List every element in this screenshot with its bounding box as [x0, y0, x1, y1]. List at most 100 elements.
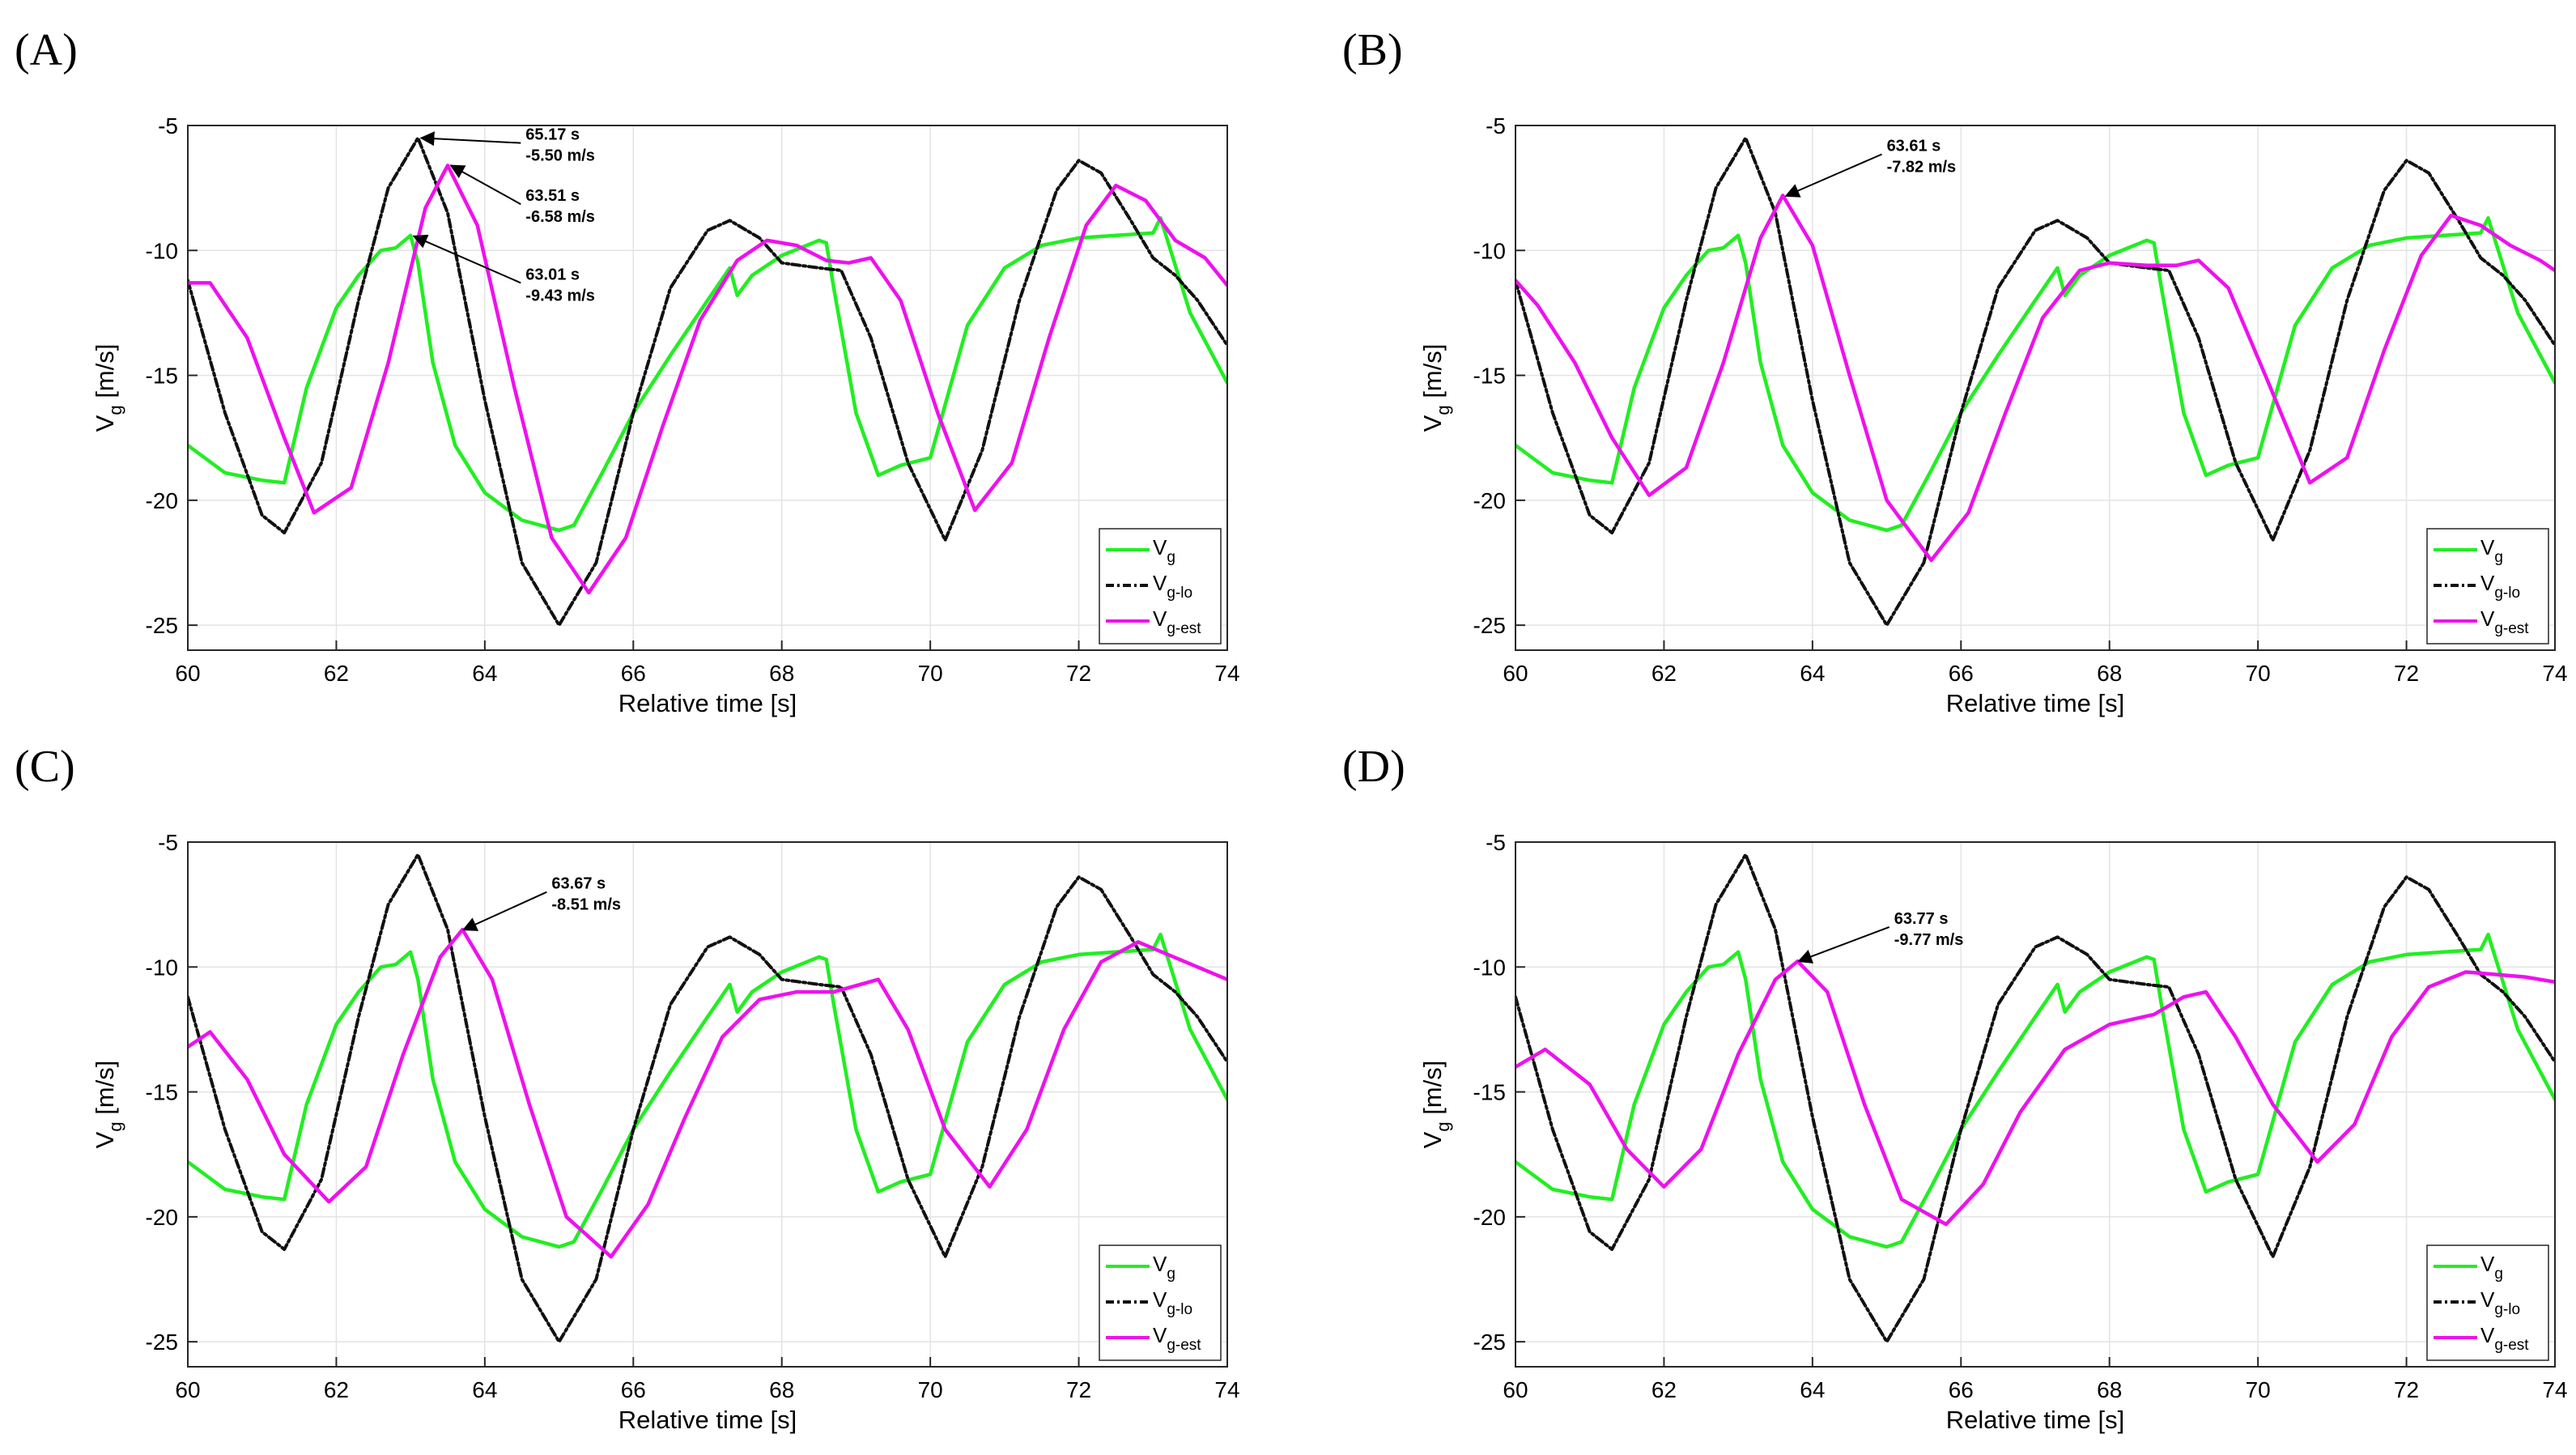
x-tick-label: 64: [472, 1377, 497, 1402]
annotation-time: 63.51 s: [525, 187, 580, 205]
y-tick-label: -20: [146, 1205, 178, 1230]
y-tick-label: -10: [146, 955, 178, 980]
chart-panel-4: (D) 60 62 64 66 68 70 72 74 -5 -10 -15 -20 -25 Relativ…: [1342, 742, 2568, 1434]
axes-box: [187, 841, 1228, 1368]
y-tick-label: -25: [1473, 613, 1506, 638]
y-tick-label: -15: [146, 364, 178, 389]
y-axis-title: Vg [m/s]: [1418, 1061, 1453, 1149]
y-tick-label: -5: [1486, 830, 1506, 855]
y-axis-title: Vg [m/s]: [91, 344, 125, 432]
x-tick-label: 70: [2246, 661, 2271, 686]
plot-area: [188, 126, 1227, 650]
y-tick-label: -15: [146, 1080, 178, 1105]
plot-area: [188, 842, 1227, 1367]
legend-label-1: Vg: [2480, 535, 2503, 566]
x-tick-label: 62: [324, 1377, 349, 1402]
panel-label: (D): [1342, 742, 1405, 792]
y-tick-label: -10: [1473, 238, 1506, 263]
series-line-3: [188, 164, 1227, 595]
x-tick-label: 68: [769, 1377, 794, 1402]
annotation-value: -9.77 m/s: [1894, 931, 1964, 949]
annotation-arrow: [1797, 925, 1890, 964]
x-tick-label: 72: [2394, 661, 2419, 686]
legend-label-1: Vg: [1153, 1252, 1175, 1283]
legend-label-1: Vg: [2480, 1252, 2503, 1283]
legend-label-2: Vg-lo: [2480, 571, 2520, 602]
legend-label-2: Vg-lo: [1153, 571, 1192, 602]
legend-label-3: Vg-est: [1153, 606, 1201, 637]
plot-area: [1515, 126, 2555, 650]
x-tick-label: 68: [2097, 1377, 2122, 1402]
x-tick-label: 66: [621, 661, 646, 686]
x-tick-label: 60: [175, 1377, 200, 1402]
y-tick-label: -20: [1473, 488, 1506, 513]
x-tick-label: 70: [918, 1377, 943, 1402]
annotation-time: 63.67 s: [551, 875, 606, 893]
annotation-value: -9.43 m/s: [525, 287, 595, 304]
series-line-3: [188, 927, 1227, 1259]
annotation-time: 63.77 s: [1894, 910, 1949, 928]
series-line-1: [1515, 215, 2555, 533]
y-tick-label: -5: [1486, 113, 1506, 138]
plot-area: [1515, 842, 2555, 1367]
annotation-arrow: [1784, 153, 1882, 198]
legend-label-2: Vg-lo: [1153, 1287, 1192, 1318]
y-tick-label: -15: [1473, 364, 1506, 389]
y-tick-label: -25: [146, 1329, 178, 1355]
y-axis-title: Vg [m/s]: [91, 1061, 125, 1149]
series-line-2: [188, 853, 1227, 1344]
annotation-arrow: [449, 164, 521, 206]
x-tick-label: 68: [2097, 661, 2122, 686]
x-tick-label: 74: [1214, 1377, 1239, 1402]
x-tick-label: 72: [1066, 1377, 1091, 1402]
series-line-1: [188, 215, 1227, 533]
x-tick-label: 60: [175, 661, 200, 686]
x-tick-label: 62: [324, 661, 349, 686]
annotation-value: -8.51 m/s: [551, 896, 621, 914]
y-tick-label: -15: [1473, 1080, 1506, 1105]
x-tick-label: 72: [1066, 661, 1091, 686]
axes-box: [1515, 841, 2556, 1368]
x-axis-title: Relative time [s]: [1946, 689, 2125, 717]
x-tick-label: 64: [1800, 1377, 1825, 1402]
axes-box: [1515, 125, 2556, 651]
y-axis-title: Vg [m/s]: [1418, 344, 1453, 432]
annotation-value: -5.50 m/s: [525, 147, 595, 165]
y-tick-label: -5: [158, 830, 178, 855]
series-line-3: [1515, 959, 2555, 1227]
series-line-3: [1515, 194, 2555, 563]
legend-label-1: Vg: [1153, 535, 1175, 566]
annotation-arrow: [461, 891, 547, 931]
annotation-arrow: [412, 234, 521, 284]
y-tick-label: -10: [146, 238, 178, 263]
legend-label-2: Vg-lo: [2480, 1287, 2520, 1318]
legend-label-3: Vg-est: [2480, 606, 2529, 637]
y-tick-label: -20: [1473, 1205, 1506, 1230]
x-tick-label: 72: [2394, 1377, 2419, 1402]
x-tick-label: 70: [918, 661, 943, 686]
y-tick-label: -25: [1473, 1329, 1506, 1355]
series-line-2: [1515, 853, 2555, 1344]
x-tick-label: 66: [621, 1377, 646, 1402]
x-tick-label: 68: [769, 661, 794, 686]
annotation-value: -7.82 m/s: [1887, 158, 1957, 176]
y-tick-label: -20: [146, 488, 178, 513]
series-line-2: [1515, 136, 2555, 628]
legend-label-3: Vg-est: [1153, 1323, 1201, 1354]
panel-label: (C): [15, 742, 75, 792]
annotation-time: 63.61 s: [1887, 137, 1941, 155]
series-line-2: [188, 136, 1227, 628]
series-line-1: [188, 932, 1227, 1249]
panel-label: (B): [1342, 25, 1403, 75]
annotation-arrow: [419, 131, 521, 147]
panel-label: (A): [15, 25, 78, 75]
x-tick-label: 62: [1651, 1377, 1677, 1402]
x-tick-label: 66: [1949, 661, 1974, 686]
x-tick-label: 62: [1651, 661, 1677, 686]
axes-box: [187, 125, 1228, 651]
y-tick-label: -10: [1473, 955, 1506, 980]
x-tick-label: 74: [1214, 661, 1239, 686]
y-tick-label: -5: [158, 113, 178, 138]
x-tick-label: 70: [2246, 1377, 2271, 1402]
